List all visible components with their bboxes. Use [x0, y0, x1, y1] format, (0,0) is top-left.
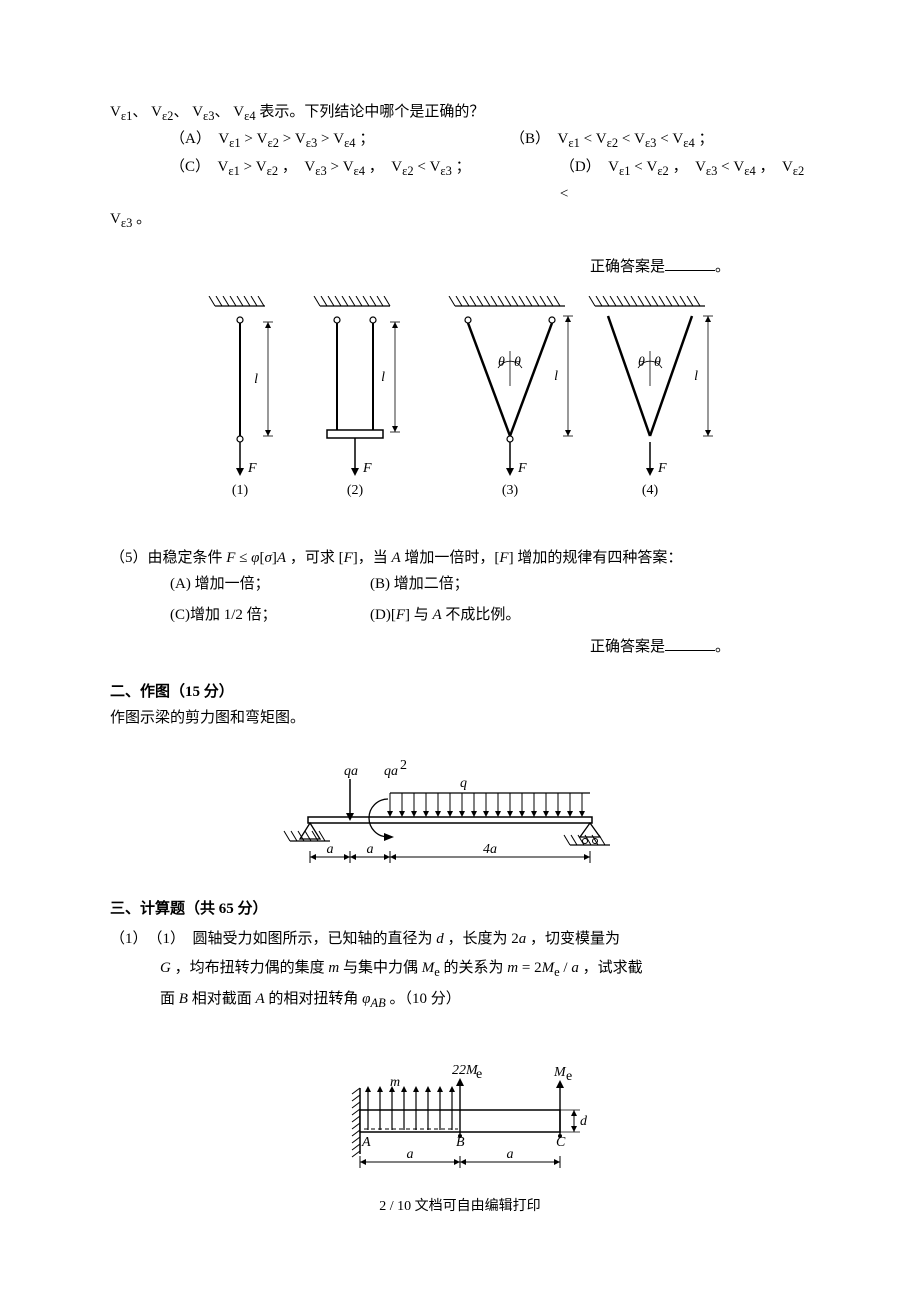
- svg-text:(4): (4): [642, 483, 659, 498]
- section2-title: 二、作图（15 分）: [110, 680, 810, 706]
- svg-text:a: a: [327, 842, 334, 857]
- figure-beam: qaqa2qaa4a: [110, 747, 810, 877]
- svg-text:m: m: [390, 1075, 400, 1090]
- q5-options: (A) 增加一倍； (B) 增加二倍； (C)增加 1/2 倍； (D)[F] …: [170, 572, 810, 629]
- q5-opt-a: (A) 增加一倍；: [170, 572, 370, 598]
- svg-text:qa: qa: [384, 764, 398, 779]
- q5-opt-c: (C)增加 1/2 倍；: [170, 603, 370, 629]
- svg-text:θ: θ: [514, 355, 521, 370]
- svg-text:M: M: [553, 1065, 567, 1080]
- svg-text:B: B: [456, 1135, 465, 1150]
- p3-l3: 面 B 相对截面 A 的相对扭转角 φAB 。（10 分）: [160, 987, 810, 1014]
- svg-text:a: a: [407, 1147, 414, 1162]
- svg-text:q: q: [460, 776, 467, 791]
- svg-text:l: l: [554, 369, 558, 384]
- problem3-text: （1） （1） 圆轴受力如图所示，已知轴的直径为 d ，长度为 2a ，切变模量…: [110, 927, 810, 1015]
- svg-text:qa: qa: [344, 764, 358, 779]
- q4-opt-d-cont: Vε3 。: [110, 207, 810, 234]
- figure-shaft: m22MeMedABCaa: [110, 1055, 810, 1175]
- q4-answer: 正确答案是。: [110, 255, 730, 281]
- q5-opt-b: (B) 增加二倍；: [370, 572, 570, 598]
- svg-text:l: l: [694, 369, 698, 384]
- svg-text:F: F: [362, 461, 372, 476]
- p3-l2: G ，均布扭转力偶的集度 m 与集中力偶 Me 的关系为 m = 2Me / a…: [160, 956, 810, 983]
- svg-text:2: 2: [400, 758, 407, 773]
- svg-text:(1): (1): [232, 483, 249, 498]
- q4-line1: Vε1、 Vε2、 Vε3、 Vε4 表示。下列结论中哪个是正确的？: [110, 100, 810, 127]
- svg-text:(2): (2): [347, 483, 364, 498]
- q4-opt-b: （B） Vε1 < Vε2 < Vε3 < Vε4 ；: [510, 127, 714, 154]
- q5-answer: 正确答案是。: [110, 635, 730, 661]
- q4-opt-d: （D） Vε1 < Vε2 ， Vε3 < Vε4 ， Vε2 <: [560, 155, 810, 208]
- p3-l1: （1） （1） 圆轴受力如图所示，已知轴的直径为 d ，长度为 2a ，切变模量…: [110, 927, 810, 953]
- svg-text:θ: θ: [654, 355, 661, 370]
- svg-text:C: C: [556, 1135, 566, 1150]
- svg-text:22M: 22M: [452, 1063, 479, 1078]
- svg-text:(3): (3): [502, 483, 519, 498]
- svg-text:F: F: [247, 461, 257, 476]
- q5-text: （5）由稳定条件 F ≤ φ[σ]A ，可求 [F]，当 A 增加一倍时，[F]…: [110, 546, 810, 572]
- svg-text:F: F: [517, 461, 527, 476]
- q5-opt-d: (D)[F] 与 A 不成比例。: [370, 603, 630, 629]
- q4-opt-c: （C） Vε1 > Vε2 ， Vε3 > Vε4 ， Vε2 < Vε3 ；: [170, 155, 560, 208]
- svg-text:l: l: [381, 370, 385, 385]
- svg-text:4a: 4a: [483, 842, 497, 857]
- section2-text: 作图示梁的剪力图和弯矩图。: [110, 706, 810, 732]
- svg-text:θ: θ: [638, 355, 645, 370]
- q4-opt-a: （A） Vε1 > Vε2 > Vε3 > Vε4 ；: [170, 127, 510, 154]
- svg-text:a: a: [507, 1147, 514, 1162]
- q4-text: Vε1、 Vε2、 Vε3、 Vε4 表示。下列结论中哪个是正确的？ （A） V…: [110, 100, 810, 235]
- page-footer: 2 / 10 文档可自由编辑打印: [110, 1195, 810, 1219]
- svg-text:a: a: [367, 842, 374, 857]
- section3-title: 三、计算题（共 65 分）: [110, 897, 810, 923]
- svg-text:l: l: [254, 372, 258, 387]
- svg-text:d: d: [580, 1114, 588, 1129]
- svg-text:e: e: [566, 1069, 572, 1084]
- svg-text:A: A: [361, 1135, 371, 1150]
- svg-text:e: e: [476, 1067, 482, 1082]
- figure-four-columns: Fl(1)Fl(2)θθFl(3)θθFl(4): [110, 296, 810, 526]
- svg-text:θ: θ: [498, 355, 505, 370]
- svg-text:F: F: [657, 461, 667, 476]
